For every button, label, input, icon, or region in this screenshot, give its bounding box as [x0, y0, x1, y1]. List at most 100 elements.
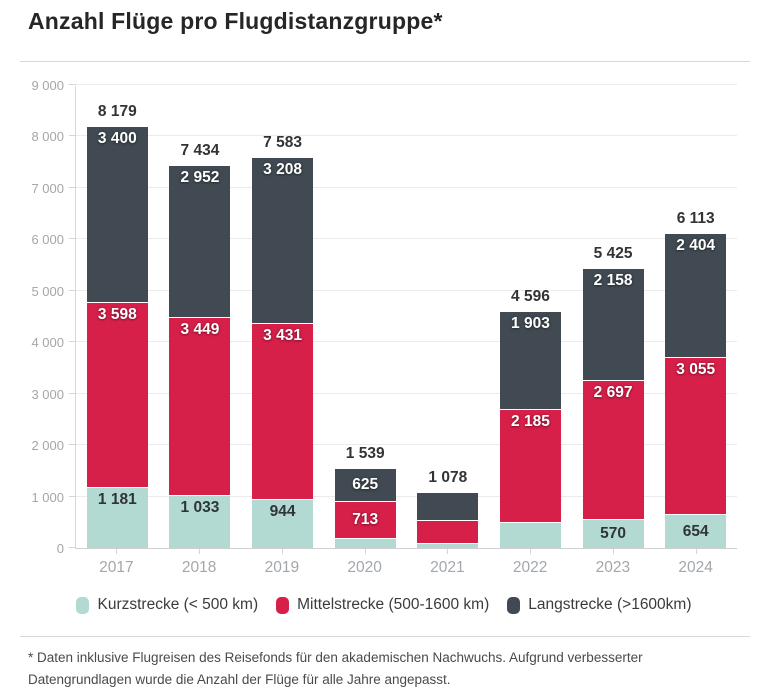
bar-total-label: 7 583	[263, 133, 302, 151]
bar-segment: 625	[334, 468, 396, 501]
y-tick	[69, 238, 76, 240]
bar-2019: 7 583 3 208 3 431 944	[241, 86, 324, 548]
plot-area: 8 179 3 400 3 598 1 181 7 434 2 952 3 449 1 033…	[69, 84, 737, 549]
segment-value-label: 654	[682, 523, 709, 541]
bar-segment: 944	[252, 499, 314, 548]
segment-value-label: 1 033	[180, 498, 220, 516]
segment-value-label: 3 598	[97, 306, 137, 324]
gridline	[76, 341, 737, 343]
segment-value-label: 3 055	[676, 361, 716, 379]
gridline	[76, 84, 737, 85]
bar-segment	[417, 542, 479, 548]
segment-value-label: 2 952	[180, 168, 220, 186]
x-tick	[281, 549, 283, 554]
bar-total-label: 7 434	[180, 141, 220, 159]
gridline	[76, 135, 737, 137]
bar-2021: 1 078	[407, 86, 490, 548]
bar-segment	[334, 537, 396, 548]
x-axis-label-2020: 2020	[347, 559, 382, 576]
y-tick	[69, 135, 76, 137]
bar-segment: 3 449	[169, 317, 231, 495]
bar-total-label: 8 179	[97, 103, 137, 121]
y-axis: 0 1 000 2 000 3 000 4 000 5 000 6 000 7 000 8 00…	[0, 78, 64, 556]
bar-segment: 654	[665, 514, 727, 548]
y-tick	[69, 444, 76, 446]
page-title: Anzahl Flüge pro Flugdistanzgruppe*	[28, 8, 443, 34]
y-tick	[69, 186, 76, 188]
gridline	[76, 186, 737, 188]
x-tick	[364, 549, 366, 554]
gridline	[76, 444, 737, 446]
y-tick	[69, 547, 76, 548]
bar-2018: 7 434 2 952 3 449 1 033	[159, 86, 242, 548]
x-tick	[530, 549, 532, 554]
segment-value-label: 944	[269, 503, 296, 521]
legend-label: Mittelstrecke (500-1600 km)	[297, 596, 490, 613]
gridline	[76, 495, 737, 497]
segment-value-label: 570	[600, 525, 626, 543]
y-tick-label: 2 000	[31, 438, 64, 454]
segment-value-label: 2 185	[511, 413, 550, 431]
chart-legend: Kurzstrecke (< 500 km) Mittelstrecke (500…	[0, 596, 768, 614]
x-axis-label-2023: 2023	[595, 559, 631, 576]
x-tick	[612, 549, 614, 554]
y-tick-label: 6 000	[31, 232, 64, 248]
bar-segment: 3 400	[86, 127, 148, 303]
x-tick	[116, 549, 118, 554]
legend-item[interactable]: Mittelstrecke (500-1600 km)	[276, 596, 489, 614]
legend-swatch-icon	[507, 596, 521, 614]
bar-2017: 8 179 3 400 3 598 1 181	[76, 86, 159, 548]
bar-row: 8 179 3 400 3 598 1 181 7 434 2 952 3 449 1 033…	[76, 86, 737, 548]
bar-segment: 1 181	[86, 487, 148, 548]
y-tick	[69, 341, 76, 343]
bar-segment: 3 055	[665, 357, 727, 515]
y-tick-label: 3 000	[31, 386, 64, 402]
segment-value-label: 1 181	[97, 491, 137, 509]
bar-segment: 570	[582, 518, 644, 548]
x-axis-label-2018: 2018	[181, 559, 217, 576]
bar-segment: 1 903	[499, 311, 561, 410]
legend-swatch-icon	[276, 596, 290, 614]
legend-item[interactable]: Langstrecke (>1600km)	[507, 596, 692, 614]
y-tick-label: 4 000	[31, 335, 64, 351]
segment-value-label: 2 158	[593, 271, 633, 289]
bar-segment	[417, 492, 479, 520]
bar-segment: 3 208	[252, 157, 314, 323]
y-tick-label: 7 000	[31, 180, 64, 196]
bar-segment: 3 431	[252, 322, 314, 500]
footnote-line-1: * Daten inklusive Flugreisen des Reisefo…	[28, 650, 643, 665]
bar-2024: 6 113 2 404 3 055 654	[654, 86, 737, 548]
stacked-bar-chart: 0 1 000 2 000 3 000 4 000 5 000 6 000 7 000 8 00…	[0, 78, 768, 578]
x-axis-ticks	[75, 549, 737, 555]
legend-item[interactable]: Kurzstrecke (< 500 km)	[76, 596, 258, 614]
segment-value-label: 3 431	[263, 326, 302, 344]
x-axis-label-2017: 2017	[99, 559, 134, 576]
y-tick	[69, 84, 76, 85]
legend-label: Kurzstrecke (< 500 km)	[97, 596, 259, 613]
bar-segment	[417, 519, 479, 543]
y-tick	[69, 392, 76, 394]
bottom-divider	[20, 636, 750, 637]
segment-value-label: 3 400	[97, 130, 137, 148]
y-tick-label: 8 000	[31, 129, 64, 145]
legend-label: Langstrecke (>1600km)	[528, 596, 692, 613]
y-tick	[69, 289, 76, 291]
bar-2022: 4 596 1 903 2 185	[489, 86, 572, 548]
x-axis-label-2021: 2021	[430, 559, 465, 576]
top-divider	[20, 61, 750, 62]
x-tick	[199, 549, 201, 554]
y-tick-label: 5 000	[31, 283, 64, 299]
x-axis-labels: 2017 2018 2019 2020 2021 2022 2023 2024	[75, 559, 737, 577]
bar-segment	[499, 521, 561, 548]
gridline	[76, 238, 737, 240]
gridline	[76, 289, 737, 291]
gridline	[76, 392, 737, 394]
segment-value-label: 3 449	[180, 321, 220, 339]
x-tick	[447, 549, 449, 554]
bar-total-label: 1 078	[428, 468, 468, 486]
footnote: * Daten inklusive Flugreisen des Reisefo…	[28, 647, 748, 690]
bar-total-label: 1 539	[345, 444, 385, 462]
bar-total-label: 6 113	[676, 209, 715, 227]
segment-value-label: 713	[352, 511, 379, 529]
bar-segment: 3 598	[86, 302, 148, 488]
